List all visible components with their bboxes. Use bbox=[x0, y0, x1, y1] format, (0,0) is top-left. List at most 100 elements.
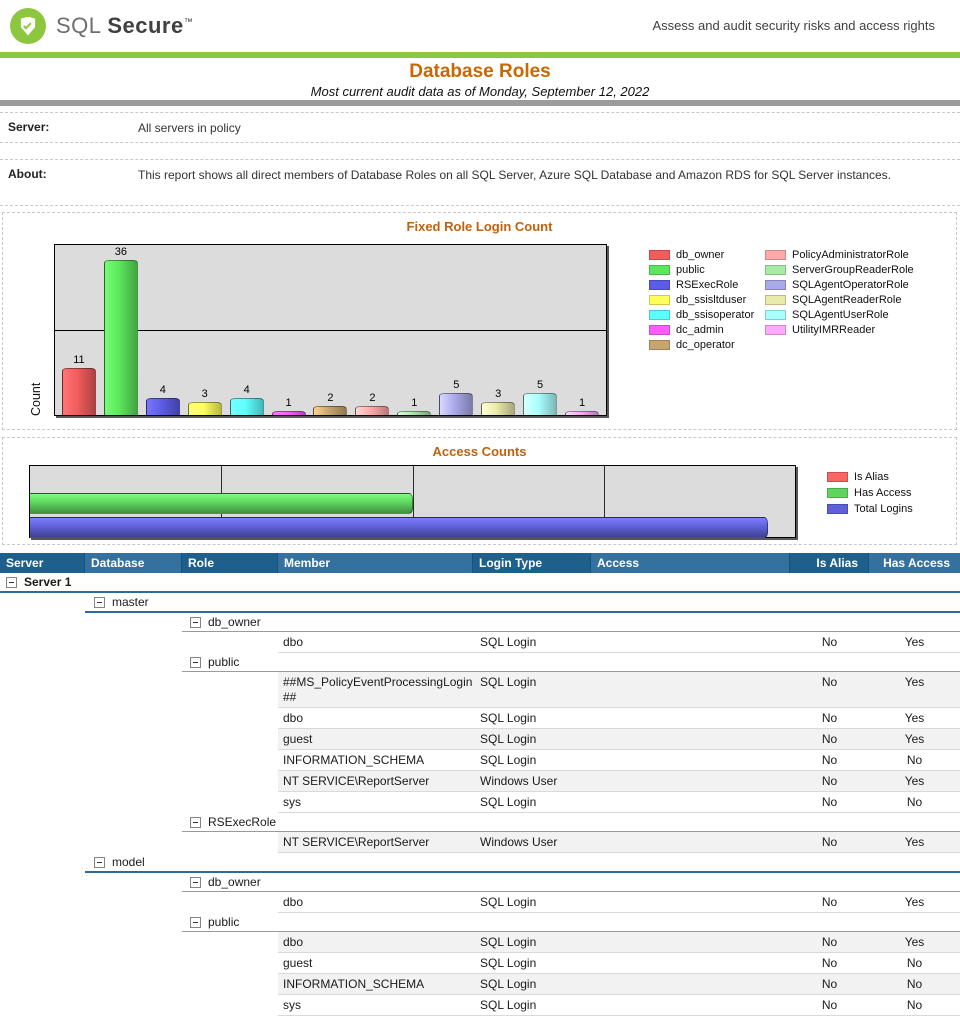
legend-item: dc_operator bbox=[649, 337, 754, 352]
has-access-cell: Yes bbox=[904, 675, 925, 689]
login-type-cell: Windows User bbox=[480, 835, 558, 849]
bar-value-label: 3 bbox=[495, 388, 502, 400]
collapse-icon[interactable] bbox=[6, 576, 17, 588]
bar-slot: 1 bbox=[561, 397, 603, 415]
login-type-cell: SQL Login bbox=[480, 795, 537, 809]
legend-label: public bbox=[676, 263, 705, 276]
access-cell bbox=[591, 792, 790, 812]
server-section: Server: All servers in policy bbox=[0, 112, 960, 143]
legend-swatch-icon bbox=[765, 309, 786, 320]
legend-label: SQLAgentUserRole bbox=[792, 308, 889, 321]
has-access-cell: Yes bbox=[904, 732, 925, 746]
legend-swatch-icon bbox=[827, 504, 848, 514]
roles-table: Server Database Role Member Login Type Access… bbox=[0, 553, 960, 1016]
member-cell: NT SERVICE\ReportServer bbox=[283, 835, 430, 849]
bar bbox=[565, 411, 600, 415]
member-cell: INFORMATION_SCHEMA bbox=[283, 753, 425, 767]
hbar bbox=[30, 516, 769, 538]
member-row: guest SQL Login No No bbox=[278, 953, 960, 974]
fixed-role-legend-col2: PolicyAdministratorRole ServerGroupReader… bbox=[765, 247, 914, 337]
member-cell: dbo bbox=[283, 711, 304, 725]
member-cell: guest bbox=[283, 956, 313, 970]
legend-item: db_ssisoperator bbox=[649, 307, 754, 322]
page-title: Database Roles bbox=[409, 61, 551, 82]
access-cell bbox=[591, 832, 790, 852]
bar bbox=[145, 398, 180, 415]
access-cell bbox=[591, 953, 790, 973]
fixed-role-chart-title: Fixed Role Login Count bbox=[406, 219, 553, 234]
role-label: RSExecRole bbox=[208, 815, 277, 829]
login-type-cell: SQL Login bbox=[480, 895, 537, 909]
legend-swatch-icon bbox=[649, 339, 670, 350]
bar-value-label: 2 bbox=[369, 392, 376, 404]
legend-item: SQLAgentReaderRole bbox=[765, 292, 914, 307]
legend-swatch-icon bbox=[827, 488, 848, 498]
bar-value-label: 3 bbox=[201, 388, 208, 400]
server-value: All servers in policy bbox=[138, 121, 241, 135]
legend-swatch-icon bbox=[765, 264, 786, 275]
has-access-cell: Yes bbox=[904, 935, 925, 949]
table-body: Server 1 master db_owner dbo SQL Login No Yes p… bbox=[0, 573, 960, 1016]
column-header-database[interactable]: Database bbox=[85, 553, 182, 573]
column-header-role[interactable]: Role bbox=[182, 553, 278, 573]
member-row: sys SQL Login No No bbox=[278, 995, 960, 1016]
legend-label: UtilityIMRReader bbox=[792, 323, 876, 336]
collapse-icon[interactable] bbox=[190, 616, 201, 628]
login-type-cell: SQL Login bbox=[480, 998, 537, 1012]
member-cell: guest bbox=[283, 732, 313, 746]
bar-slot: 3 bbox=[477, 388, 519, 415]
server-label: Server 1 bbox=[24, 575, 72, 589]
bar-slot: 4 bbox=[142, 384, 184, 415]
bar bbox=[523, 393, 558, 415]
collapse-icon[interactable] bbox=[190, 816, 201, 828]
collapse-icon[interactable] bbox=[94, 596, 105, 608]
column-header-login-type[interactable]: Login Type bbox=[473, 553, 591, 573]
column-header-is-alias[interactable]: Is Alias bbox=[790, 553, 869, 573]
login-type-cell: Windows User bbox=[480, 774, 558, 788]
legend-label: db_owner bbox=[676, 248, 725, 261]
column-header-access[interactable]: Access bbox=[591, 553, 790, 573]
bar bbox=[481, 402, 516, 415]
column-header-has-access[interactable]: Has Access bbox=[869, 553, 960, 573]
bar bbox=[61, 368, 96, 415]
column-header-server[interactable]: Server bbox=[0, 553, 85, 573]
legend-item: db_ssisltduser bbox=[649, 292, 754, 307]
member-row: ##MS_PolicyEventProcessingLogin## SQL Log… bbox=[278, 672, 960, 708]
collapse-icon[interactable] bbox=[190, 656, 201, 668]
member-row: dbo SQL Login No Yes bbox=[278, 932, 960, 953]
member-cell: sys bbox=[283, 998, 301, 1012]
bar bbox=[271, 411, 306, 415]
bar-slot: 11 bbox=[58, 354, 100, 415]
role-label: public bbox=[208, 655, 240, 669]
bar bbox=[397, 411, 432, 415]
column-header-member[interactable]: Member bbox=[278, 553, 473, 573]
has-access-cell: Yes bbox=[904, 711, 925, 725]
legend-item: SQLAgentUserRole bbox=[765, 307, 914, 322]
is-alias-cell: No bbox=[821, 895, 838, 909]
access-cell bbox=[591, 771, 790, 791]
legend-label: SQLAgentOperatorRole bbox=[792, 278, 909, 291]
member-row: INFORMATION_SCHEMA SQL Login No No bbox=[278, 750, 960, 771]
bar-value-label: 1 bbox=[285, 397, 292, 409]
legend-swatch-icon bbox=[649, 264, 670, 275]
collapse-icon[interactable] bbox=[190, 916, 201, 928]
collapse-icon[interactable] bbox=[94, 856, 105, 868]
has-access-cell: Yes bbox=[904, 774, 925, 788]
collapse-icon[interactable] bbox=[190, 876, 201, 888]
legend-item: dc_admin bbox=[649, 322, 754, 337]
is-alias-cell: No bbox=[821, 635, 838, 649]
member-cell: NT SERVICE\ReportServer bbox=[283, 774, 430, 788]
legend-label: db_ssisoperator bbox=[676, 308, 755, 321]
member-cell: dbo bbox=[283, 935, 304, 949]
access-cell bbox=[591, 708, 790, 728]
fixed-role-y-axis-label: Count bbox=[29, 382, 43, 416]
legend-item: RSExecRole bbox=[649, 277, 754, 292]
access-counts-title: Access Counts bbox=[432, 444, 527, 459]
legend-swatch-icon bbox=[765, 279, 786, 290]
legend-item: Total Logins bbox=[827, 501, 913, 517]
is-alias-cell: No bbox=[821, 732, 838, 746]
member-cell: ##MS_PolicyEventProcessingLogin## bbox=[283, 675, 473, 704]
bar bbox=[187, 402, 222, 415]
is-alias-cell: No bbox=[821, 675, 838, 689]
